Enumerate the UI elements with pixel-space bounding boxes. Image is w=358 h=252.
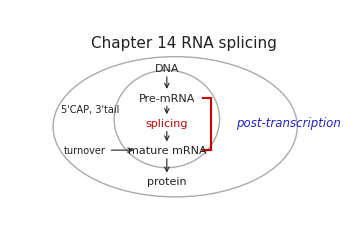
Text: turnover: turnover [64,146,106,155]
Text: post-transcription: post-transcription [237,117,341,130]
Text: mature mRNA: mature mRNA [127,146,206,155]
Text: splicing: splicing [146,118,188,128]
Text: Pre-mRNA: Pre-mRNA [139,93,195,103]
Text: DNA: DNA [155,64,179,74]
Text: protein: protein [147,177,187,186]
Text: 5'CAP, 3'tail: 5'CAP, 3'tail [61,105,120,115]
Text: Chapter 14 RNA splicing: Chapter 14 RNA splicing [91,36,276,51]
